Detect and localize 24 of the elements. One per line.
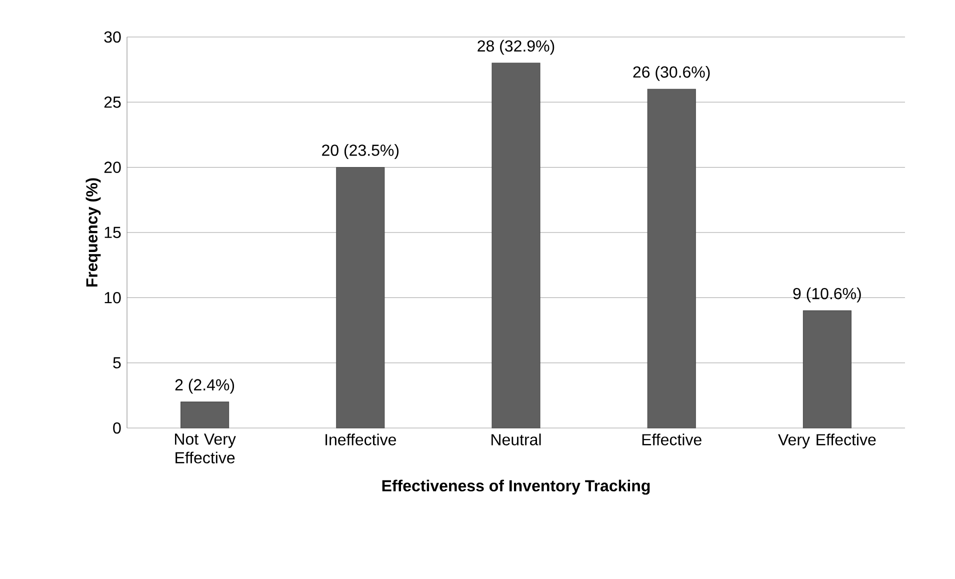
data-label: 26 (30.6%) bbox=[633, 66, 710, 81]
data-label: 2 (2.4%) bbox=[175, 378, 234, 394]
bar bbox=[802, 310, 852, 428]
y-axis-title: Frequency (%) bbox=[86, 178, 101, 287]
y-tick-label: 10 bbox=[104, 292, 121, 304]
data-label: 28 (32.9%) bbox=[478, 40, 554, 55]
bar bbox=[492, 62, 540, 428]
x-tick-label: Not Very Effective bbox=[175, 434, 236, 464]
bar bbox=[647, 88, 696, 428]
x-tick-label: Very Effective bbox=[778, 434, 876, 449]
y-tick-label: 5 bbox=[113, 357, 121, 368]
y-tick-label: 20 bbox=[104, 162, 121, 173]
x-tick-label: Ineffective bbox=[326, 434, 396, 446]
bar bbox=[336, 167, 385, 428]
data-label: 20 (23.5%) bbox=[322, 144, 399, 160]
x-axis-title: Effectiveness of Inventory Tracking bbox=[382, 480, 650, 495]
y-tick-label: 15 bbox=[104, 226, 121, 238]
y-tick-label: 25 bbox=[104, 96, 121, 108]
data-label: 9 (10.6%) bbox=[793, 288, 861, 302]
x-tick-label: Effective bbox=[642, 434, 702, 446]
y-tick-label: 30 bbox=[104, 31, 121, 43]
y-tick-label: 0 bbox=[113, 422, 121, 434]
bar bbox=[180, 402, 230, 428]
x-tick-label: Neutral bbox=[492, 434, 541, 446]
